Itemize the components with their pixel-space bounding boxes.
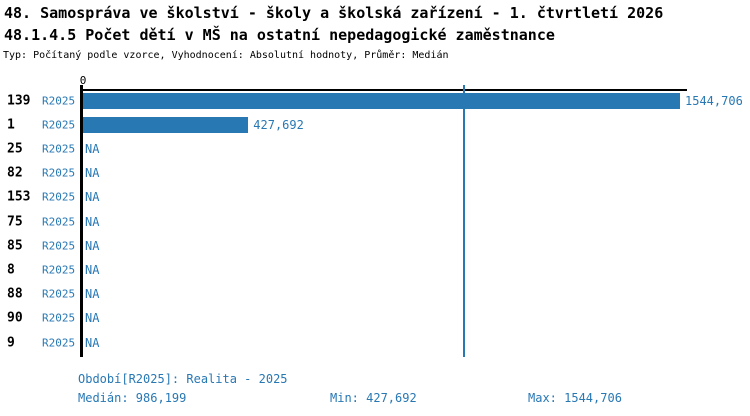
median-stat-label: Medián: 986,199 (78, 391, 187, 405)
na-value-label: NA (85, 262, 100, 277)
row-series-label: R2025 (42, 94, 76, 107)
row-category-label: 153 (7, 189, 31, 205)
row-category-label: 139 (7, 93, 31, 108)
row-series-label: R2025 (42, 142, 76, 156)
row-series-label: R2025 (42, 287, 76, 301)
value-bar[interactable] (83, 92, 680, 109)
row-series-label: R2025 (42, 118, 76, 132)
max-stat-label: Max: 1544,706 (528, 391, 622, 405)
row-category-label: 9 (7, 335, 15, 350)
row-series-label: R2025 (42, 311, 76, 325)
row-category-label: 90 (7, 310, 23, 326)
row-category-label: 8 (7, 262, 15, 278)
min-stat-label: Min: 427,692 (330, 391, 417, 405)
na-value-label: NA (85, 214, 100, 229)
bar-value-label: 1544,706 (685, 93, 743, 108)
value-bar[interactable] (83, 116, 249, 133)
row-series-label: R2025 (42, 190, 76, 204)
row-series-label: R2025 (42, 239, 76, 253)
na-value-label: NA (85, 311, 100, 326)
page-title: 48. Samospráva ve školství - školy a ško… (4, 4, 664, 22)
row-category-label: 25 (7, 141, 23, 157)
period-label: Období[R2025]: Realita - 2025 (78, 372, 288, 386)
na-value-label: NA (85, 190, 100, 205)
na-value-label: NA (85, 335, 100, 350)
row-series-label: R2025 (42, 263, 76, 277)
row-series-label: R2025 (42, 166, 76, 180)
x-axis-zero-label: 0 (79, 74, 87, 87)
row-series-label: R2025 (42, 336, 76, 349)
row-category-label: 85 (7, 238, 23, 254)
chart-meta-info: Typ: Počítaný podle vzorce, Vyhodnocení:… (3, 50, 449, 61)
na-value-label: NA (85, 141, 100, 156)
y-axis-line (80, 85, 83, 357)
row-category-label: 1 (7, 117, 15, 133)
x-axis-line (80, 89, 687, 91)
na-value-label: NA (85, 166, 100, 181)
na-value-label: NA (85, 238, 100, 253)
indicator-subtitle: 48.1.4.5 Počet dětí v MŠ na ostatní nepe… (4, 26, 555, 44)
row-category-label: 75 (7, 214, 23, 229)
bar-value-label: 427,692 (253, 117, 304, 132)
row-category-label: 82 (7, 165, 23, 181)
row-series-label: R2025 (42, 215, 76, 228)
row-category-label: 88 (7, 286, 23, 302)
median-line (463, 85, 466, 357)
na-value-label: NA (85, 287, 100, 302)
